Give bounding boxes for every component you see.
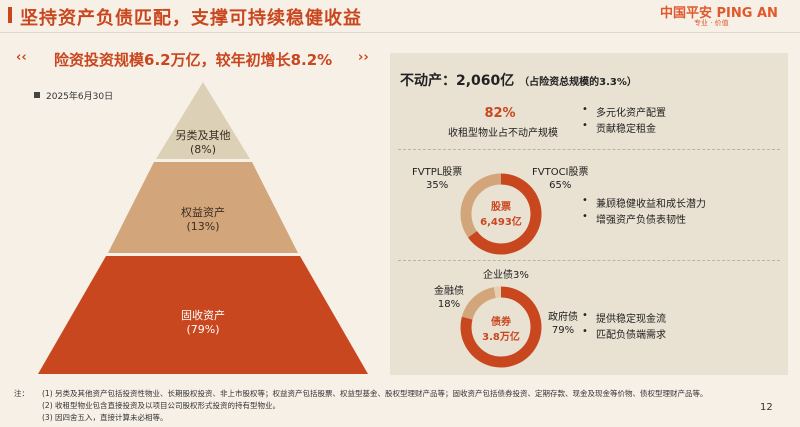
pyramid-label-equity: 权益资产 (13%) (133, 206, 273, 234)
allocation-panel: 不动产：2,060亿 （占险资总规模的3.3%） 82% 收租型物业占不动产规模… (390, 53, 788, 375)
section-divider (398, 260, 780, 261)
rental-property-percent: 82% (484, 106, 516, 121)
real-estate-amount: 不动产：2,060亿 (400, 73, 515, 89)
real-estate-title: 不动产：2,060亿 （占险资总规模的3.3%） (400, 70, 637, 90)
stocks-bullet-1: 兼顾稳健收益和成长潜力 (582, 195, 706, 210)
corporate-bond-label: 企业债3% (483, 270, 529, 281)
financial-bond-label: 金融债 18% (434, 285, 464, 311)
tier-percent: (8%) (189, 143, 217, 156)
stocks-bullet-2: 增强资产负债表韧性 (582, 211, 686, 226)
tier-name: 另类及其他 (175, 129, 231, 142)
stocks-center-label: 股票 (491, 202, 511, 213)
fvtpl-name: FVTPL股票 (412, 167, 463, 178)
stocks-center: 股票 6,493亿 (476, 198, 526, 228)
pyramid-tier-alternatives (156, 82, 250, 159)
fvtoci-percent: 65% (549, 180, 572, 191)
footnote-text: (2) 收租型物业包含直接投资及以项目公司股权形式投资的持有型物业。 (42, 401, 281, 410)
financial-bond-name: 金融债 (434, 286, 464, 297)
headline-text: 险资投资规模6.2万亿，较年初增长8.2% (54, 51, 333, 69)
footnote-3: (3) 因四舍五入，直接计算未必相等。 (14, 412, 774, 424)
stocks-ring-fvtoci (460, 173, 542, 255)
footnote-text: (1) 另类及其他资产包括投资性物业、长期股权投资、非上市股权等；权益资产包括股… (42, 389, 708, 398)
title-divider (0, 32, 800, 33)
ping-an-logo: 中国平安 PING AN 专业 · 价值 (660, 2, 795, 30)
bonds-bullet-2: 匹配负债端需求 (582, 326, 666, 341)
chevron-right-icon: ›› (358, 50, 369, 65)
bonds-ring-corporate (460, 286, 542, 368)
bonds-center: 债券 3.8万亿 (476, 313, 526, 343)
square-bullet-icon (34, 92, 40, 98)
tier-percent: (13%) (186, 220, 220, 233)
footnote-text: (3) 因四舍五入，直接计算未必相等。 (42, 413, 168, 422)
footnote-2: (2) 收租型物业包含直接投资及以项目公司股权形式投资的持有型物业。 (14, 400, 774, 412)
real-estate-bullet-2: 贡献稳定租金 (582, 120, 656, 135)
title-bar: 坚持资产负债匹配，支撑可持续稳健收益 中国平安 PING AN 专业 · 价值 (0, 0, 800, 30)
pyramid-tier-fixed-income (38, 256, 368, 374)
chevron-left-icon: ‹‹ (16, 50, 27, 65)
tier-name: 权益资产 (181, 206, 225, 219)
footnotes: 注： (1) 另类及其他资产包括投资性物业、长期股权投资、非上市股权等；权益资产… (14, 388, 774, 424)
stocks-donut (460, 173, 542, 255)
bonds-center-label: 债券 (491, 317, 511, 328)
logo-text: 中国平安 PING AN (660, 6, 778, 21)
fvtoci-label: FVTOCI股票 65% (532, 166, 589, 192)
pyramid-label-fixed-income: 固收资产 (79%) (133, 309, 273, 337)
government-bond-label: 政府债 79% (548, 311, 578, 337)
tier-name: 固收资产 (181, 309, 225, 322)
pyramid-label-alternatives: 另类及其他 (8%) (133, 129, 273, 157)
tier-percent: (79%) (186, 323, 220, 336)
investment-headline: ‹‹ 险资投资规模6.2万亿，较年初增长8.2% ›› (16, 49, 376, 71)
real-estate-share-note: （占险资总规模的3.3%） (519, 77, 637, 88)
financial-bond-percent: 18% (437, 299, 461, 310)
asset-pyramid (38, 82, 368, 374)
logo-slogan: 专业 · 价值 (694, 19, 729, 27)
pyramid-tier-equity (108, 162, 298, 253)
footnote-1: 注： (1) 另类及其他资产包括投资性物业、长期股权投资、非上市股权等；权益资产… (14, 388, 774, 400)
section-divider (398, 149, 780, 150)
stocks-center-value: 6,493亿 (480, 217, 522, 228)
fvtpl-label: FVTPL股票 35% (412, 166, 462, 192)
footnote-lead: 注： (14, 389, 29, 398)
bonds-donut (460, 286, 542, 368)
title-accent-mark (8, 7, 12, 23)
bonds-center-value: 3.8万亿 (482, 332, 520, 343)
government-bond-name: 政府债 (548, 312, 578, 323)
fvtoci-name: FVTOCI股票 (532, 167, 589, 178)
page-number: 12 (760, 402, 773, 413)
fvtpl-percent: 35% (426, 180, 449, 191)
government-bond-percent: 79% (551, 325, 575, 336)
page-title: 坚持资产负债匹配，支撑可持续稳健收益 (20, 8, 362, 29)
rental-property-desc: 收租型物业占不动产规模 (448, 128, 558, 139)
real-estate-bullet-1: 多元化资产配置 (582, 104, 666, 119)
as-of-date: 2025年6月30日 (46, 92, 114, 102)
bonds-bullet-1: 提供稳定现金流 (582, 310, 666, 325)
